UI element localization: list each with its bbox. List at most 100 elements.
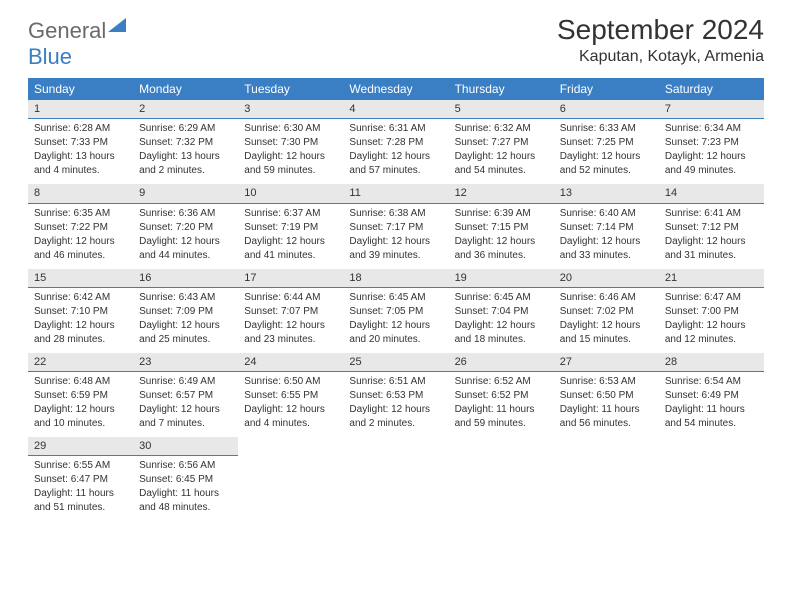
day-sunrise: Sunrise: 6:38 AM [349, 207, 442, 220]
day-sunset: Sunset: 7:22 PM [34, 221, 127, 234]
calendar-day: 3Sunrise: 6:30 AMSunset: 7:30 PMDaylight… [238, 100, 343, 184]
day-sunrise: Sunrise: 6:46 AM [560, 291, 653, 304]
day-number: 5 [449, 100, 554, 119]
day-number: 19 [449, 269, 554, 288]
day-sunset: Sunset: 7:32 PM [139, 136, 232, 149]
month-title: September 2024 [557, 14, 764, 46]
day-sunset: Sunset: 6:52 PM [455, 389, 548, 402]
calendar-day: 25 Sunrise: 6:51 AMSunset: 6:53 PMDayligh… [343, 353, 448, 437]
sail-icon [108, 18, 126, 32]
day-sunset: Sunset: 6:45 PM [139, 473, 232, 486]
day-day1: Daylight: 13 hours [34, 150, 127, 163]
day-details: Sunrise: 6:34 AMSunset: 7:23 PMDaylight:… [659, 122, 764, 177]
day-day2: and 12 minutes. [665, 333, 758, 346]
calendar-day: 15Sunrise: 6:42 AMSunset: 7:10 PMDayligh… [28, 269, 133, 353]
day-details: Sunrise: 6:45 AMSunset: 7:05 PMDaylight:… [343, 291, 448, 346]
day-sunrise: Sunrise: 6:51 AM [349, 375, 442, 388]
day-sunrise: Sunrise: 6:34 AM [665, 122, 758, 135]
day-sunrise: Sunrise: 6:47 AM [665, 291, 758, 304]
day-sunset: Sunset: 7:17 PM [349, 221, 442, 234]
day-sunset: Sunset: 7:10 PM [34, 305, 127, 318]
day-sunset: Sunset: 7:02 PM [560, 305, 653, 318]
day-sunset: Sunset: 7:23 PM [665, 136, 758, 149]
day-details: Sunrise: 6:49 AMSunset: 6:57 PMDaylight:… [133, 375, 238, 430]
calendar-day: 9Sunrise: 6:36 AMSunset: 7:20 PMDaylight… [133, 184, 238, 268]
day-day1: Daylight: 12 hours [139, 235, 232, 248]
day-sunrise: Sunrise: 6:30 AM [244, 122, 337, 135]
day-day1: Daylight: 12 hours [455, 150, 548, 163]
day-details: Sunrise: 6:48 AMSunset: 6:59 PMDaylight:… [28, 375, 133, 430]
day-sunrise: Sunrise: 6:55 AM [34, 459, 127, 472]
day-day2: and 25 minutes. [139, 333, 232, 346]
calendar-header-row: Sunday Monday Tuesday Wednesday Thursday… [28, 78, 764, 100]
calendar-day: 23 Sunrise: 6:49 AMSunset: 6:57 PMDayligh… [133, 353, 238, 437]
day-day2: and 54 minutes. [665, 417, 758, 430]
day-day1: Daylight: 11 hours [560, 403, 653, 416]
day-day1: Daylight: 12 hours [560, 235, 653, 248]
day-day2: and 48 minutes. [139, 501, 232, 514]
day-day2: and 15 minutes. [560, 333, 653, 346]
day-day2: and 57 minutes. [349, 164, 442, 177]
day-details: Sunrise: 6:45 AMSunset: 7:04 PMDaylight:… [449, 291, 554, 346]
day-number: 13 [554, 184, 659, 203]
day-sunset: Sunset: 7:25 PM [560, 136, 653, 149]
day-sunset: Sunset: 6:53 PM [349, 389, 442, 402]
day-number: 23 [133, 353, 238, 372]
calendar-day: 19 Sunrise: 6:45 AMSunset: 7:04 PMDayligh… [449, 269, 554, 353]
day-day2: and 49 minutes. [665, 164, 758, 177]
day-sunset: Sunset: 6:47 PM [34, 473, 127, 486]
day-sunset: Sunset: 6:55 PM [244, 389, 337, 402]
weekday-friday: Friday [554, 78, 659, 100]
day-day2: and 2 minutes. [139, 164, 232, 177]
day-day1: Daylight: 12 hours [665, 150, 758, 163]
weekday-saturday: Saturday [659, 78, 764, 100]
day-day2: and 52 minutes. [560, 164, 653, 177]
day-day1: Daylight: 12 hours [349, 319, 442, 332]
calendar-day: 22Sunrise: 6:48 AMSunset: 6:59 PMDayligh… [28, 353, 133, 437]
day-details: Sunrise: 6:35 AMSunset: 7:22 PMDaylight:… [28, 207, 133, 262]
day-sunrise: Sunrise: 6:45 AM [349, 291, 442, 304]
day-sunset: Sunset: 7:09 PM [139, 305, 232, 318]
calendar-day: 27Sunrise: 6:53 AMSunset: 6:50 PMDayligh… [554, 353, 659, 437]
day-day1: Daylight: 12 hours [665, 319, 758, 332]
calendar-day: 2Sunrise: 6:29 AMSunset: 7:32 PMDaylight… [133, 100, 238, 184]
day-sunset: Sunset: 7:33 PM [34, 136, 127, 149]
day-details: Sunrise: 6:56 AMSunset: 6:45 PMDaylight:… [133, 459, 238, 514]
day-number: 18 [343, 269, 448, 288]
logo-word2: Blue [28, 44, 72, 69]
day-sunrise: Sunrise: 6:29 AM [139, 122, 232, 135]
day-day2: and 4 minutes. [34, 164, 127, 177]
day-number: 4 [343, 100, 448, 119]
day-day1: Daylight: 12 hours [34, 403, 127, 416]
calendar-day: 13Sunrise: 6:40 AMSunset: 7:14 PMDayligh… [554, 184, 659, 268]
day-sunset: Sunset: 7:12 PM [665, 221, 758, 234]
day-number: 25 [343, 353, 448, 372]
day-number: 26 [449, 353, 554, 372]
day-sunset: Sunset: 7:20 PM [139, 221, 232, 234]
day-day2: and 56 minutes. [560, 417, 653, 430]
day-day1: Daylight: 12 hours [34, 235, 127, 248]
day-details: Sunrise: 6:38 AMSunset: 7:17 PMDaylight:… [343, 207, 448, 262]
day-sunrise: Sunrise: 6:53 AM [560, 375, 653, 388]
topbar: General Blue September 2024 Kaputan, Kot… [28, 14, 764, 70]
day-day2: and 33 minutes. [560, 249, 653, 262]
day-number: 3 [238, 100, 343, 119]
day-day2: and 10 minutes. [34, 417, 127, 430]
day-details: Sunrise: 6:53 AMSunset: 6:50 PMDaylight:… [554, 375, 659, 430]
calendar-day: 17Sunrise: 6:44 AMSunset: 7:07 PMDayligh… [238, 269, 343, 353]
day-day1: Daylight: 11 hours [455, 403, 548, 416]
logo-word1: General [28, 18, 106, 43]
weekday-thursday: Thursday [449, 78, 554, 100]
day-details: Sunrise: 6:32 AMSunset: 7:27 PMDaylight:… [449, 122, 554, 177]
day-day2: and 44 minutes. [139, 249, 232, 262]
day-sunrise: Sunrise: 6:43 AM [139, 291, 232, 304]
day-number: 29 [28, 437, 133, 456]
day-day1: Daylight: 12 hours [244, 150, 337, 163]
day-sunrise: Sunrise: 6:35 AM [34, 207, 127, 220]
day-details: Sunrise: 6:51 AMSunset: 6:53 PMDaylight:… [343, 375, 448, 430]
day-day2: and 41 minutes. [244, 249, 337, 262]
day-sunset: Sunset: 7:14 PM [560, 221, 653, 234]
day-details: Sunrise: 6:47 AMSunset: 7:00 PMDaylight:… [659, 291, 764, 346]
day-sunset: Sunset: 7:07 PM [244, 305, 337, 318]
day-day1: Daylight: 12 hours [244, 235, 337, 248]
